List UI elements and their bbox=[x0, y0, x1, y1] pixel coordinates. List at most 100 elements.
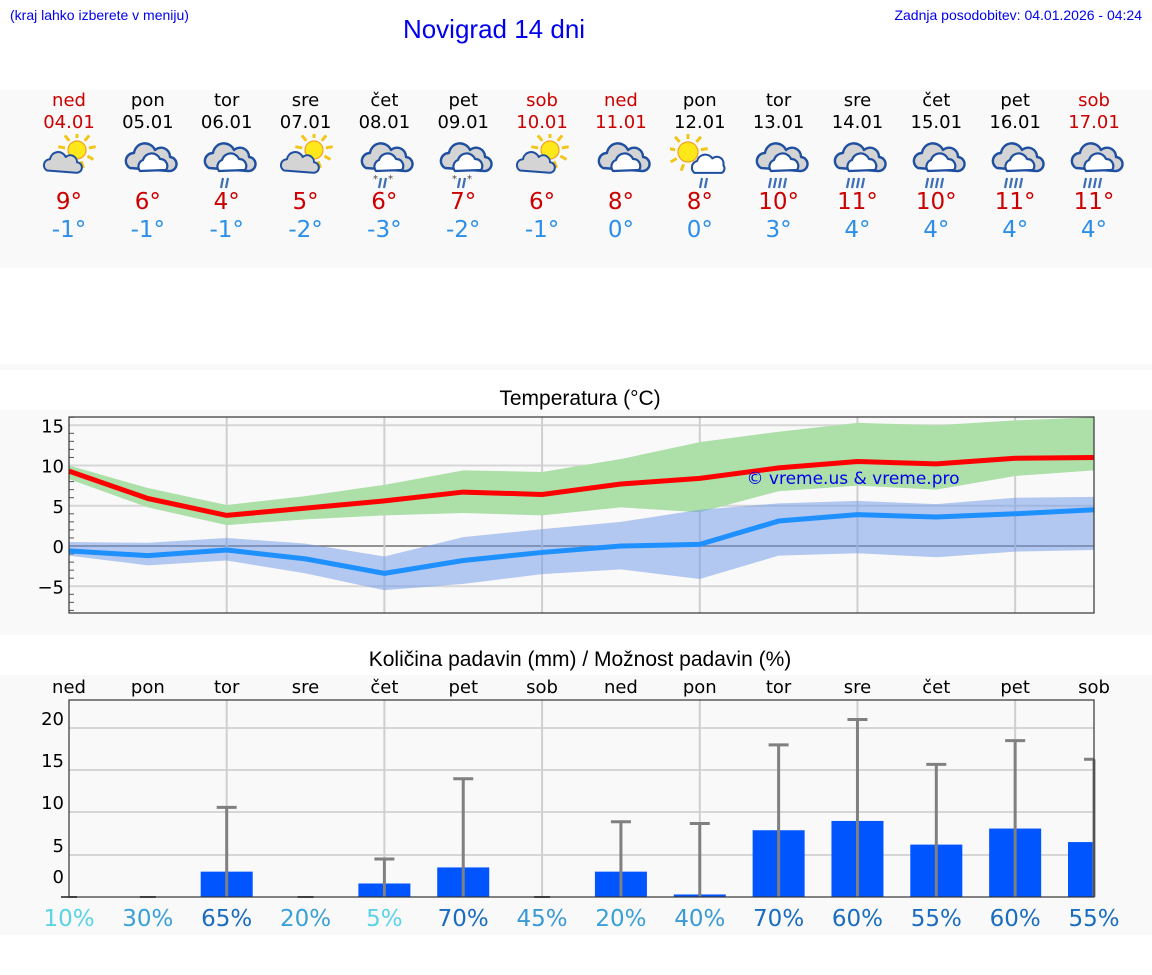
day-date: 05.01 bbox=[122, 112, 174, 133]
day-column: sre 07.01 5° -2° bbox=[266, 90, 345, 244]
cloudy-icon bbox=[118, 134, 178, 190]
precipitation-chart-title: Količina padavin (mm) / Možnost padavin … bbox=[368, 648, 792, 671]
min-temperature: -1° bbox=[209, 217, 244, 243]
min-temperature: 4° bbox=[1002, 217, 1029, 243]
day-column: ned 04.01 9° -1° bbox=[30, 90, 109, 244]
max-temperature: 4° bbox=[213, 189, 240, 215]
day-of-week: tor bbox=[213, 90, 240, 111]
day-date: 10.01 bbox=[516, 112, 568, 133]
temperature-chart-title: Temperatura (°C) bbox=[499, 387, 661, 410]
max-temperature: 8° bbox=[686, 189, 713, 215]
y-tick-label: 15 bbox=[41, 416, 64, 437]
day-label: tor bbox=[214, 677, 240, 698]
y-tick-label: 15 bbox=[41, 751, 64, 772]
divider bbox=[0, 364, 1152, 370]
day-of-week: čet bbox=[370, 90, 399, 111]
day-column: tor 13.01 10° 3° bbox=[739, 90, 818, 244]
svg-text:*: * bbox=[452, 174, 457, 185]
max-temperature-line bbox=[68, 454, 1095, 518]
day-date: 04.01 bbox=[43, 112, 95, 133]
min-temperature: -1° bbox=[524, 217, 560, 243]
y-tick-label: 5 bbox=[53, 836, 64, 857]
max-temperature: 11° bbox=[1073, 189, 1115, 215]
precip-probability: 70% bbox=[438, 906, 489, 932]
min-temperature: -3° bbox=[367, 217, 402, 243]
max-temp-range-band bbox=[69, 417, 1094, 526]
day-column: sre 14.01 11° 4° bbox=[818, 90, 897, 244]
day-column: čet 08.01 * * 6° -3° bbox=[345, 90, 424, 244]
precip-probability: 70% bbox=[753, 906, 804, 932]
y-tick-label: 0 bbox=[53, 867, 64, 888]
day-column: sob 17.01 11° 4° bbox=[1055, 90, 1134, 244]
cloudy-rain-icon bbox=[906, 134, 966, 190]
sun-cloud-light-rain-icon bbox=[667, 132, 730, 190]
precip-probability: 65% bbox=[201, 906, 252, 932]
min-temperature: 4° bbox=[1080, 217, 1108, 243]
day-label: tor bbox=[766, 677, 792, 698]
y-tick-label: 0 bbox=[53, 537, 64, 558]
svg-text:*: * bbox=[388, 174, 393, 185]
cloudy-rain-icon bbox=[1064, 134, 1124, 190]
day-of-week: sob bbox=[1078, 90, 1110, 111]
location-menu-hint: (kraj lahko izberete v meniju) bbox=[10, 7, 189, 23]
max-temperature: 11° bbox=[837, 189, 878, 215]
page-title: Novigrad 14 dni bbox=[402, 14, 586, 44]
cloudy-rain-icon bbox=[985, 134, 1045, 190]
min-temperature-line bbox=[68, 507, 1095, 576]
precip-probability: 10% bbox=[43, 906, 94, 932]
y-tick-label: −5 bbox=[37, 577, 64, 598]
cloudy-sleet-icon: * * bbox=[354, 134, 415, 190]
cloudy-rain-icon bbox=[827, 134, 888, 190]
day-of-week: pet bbox=[448, 90, 478, 111]
day-of-week: pon bbox=[130, 90, 165, 111]
max-temperature: 6° bbox=[134, 189, 161, 215]
day-label: pet bbox=[448, 677, 478, 698]
day-label: ned bbox=[52, 677, 86, 698]
precip-probability: 30% bbox=[122, 906, 173, 932]
partly-cloudy-sun-icon bbox=[512, 131, 572, 190]
min-temperature: -1° bbox=[51, 217, 87, 243]
min-temperature: -1° bbox=[130, 217, 166, 243]
day-column: pon 05.01 6° -1° bbox=[108, 90, 187, 244]
max-temperature: 5° bbox=[292, 189, 319, 215]
max-temperature: 9° bbox=[55, 189, 83, 215]
precip-bar bbox=[1068, 842, 1094, 897]
day-label: sob bbox=[526, 677, 558, 698]
min-temperature: -2° bbox=[446, 217, 481, 243]
max-temperature: 6° bbox=[371, 189, 398, 215]
partly-cloudy-sun-icon bbox=[276, 131, 336, 190]
min-temp-range-band bbox=[69, 496, 1094, 591]
day-column: pet 16.01 11° 4° bbox=[976, 90, 1055, 244]
day-date: 09.01 bbox=[437, 112, 489, 133]
day-date: 15.01 bbox=[910, 112, 963, 133]
precip-probability: 60% bbox=[990, 906, 1041, 932]
day-date: 07.01 bbox=[279, 112, 332, 133]
day-column: čet 15.01 10° 4° bbox=[897, 90, 976, 244]
y-tick-label: 20 bbox=[41, 709, 64, 730]
day-date: 11.01 bbox=[595, 112, 647, 133]
spacer bbox=[0, 268, 1152, 364]
min-temperature: 3° bbox=[765, 217, 792, 243]
day-of-week: pon bbox=[682, 90, 717, 111]
y-tick-label: 10 bbox=[41, 793, 64, 814]
precip-probability: 55% bbox=[911, 906, 962, 932]
day-date: 06.01 bbox=[200, 112, 253, 133]
svg-text:*: * bbox=[373, 174, 378, 185]
svg-text:*: * bbox=[467, 174, 472, 185]
min-temperature: 0° bbox=[607, 217, 634, 243]
day-of-week: čet bbox=[922, 90, 951, 111]
max-temperature: 8° bbox=[607, 189, 634, 215]
day-of-week: ned bbox=[52, 90, 86, 111]
precip-probability: 5% bbox=[366, 906, 403, 932]
max-temperature: 7° bbox=[450, 189, 477, 215]
y-tick-label: 5 bbox=[53, 497, 64, 518]
max-temperature: 6° bbox=[528, 189, 556, 215]
day-date: 14.01 bbox=[831, 112, 884, 133]
min-temperature: 4° bbox=[923, 217, 950, 243]
precip-probability: 20% bbox=[280, 906, 331, 932]
day-date: 16.01 bbox=[989, 112, 1041, 133]
precip-probability: 60% bbox=[832, 906, 883, 932]
precip-probability: 55% bbox=[1068, 906, 1119, 932]
cloudy-light-rain-icon bbox=[197, 134, 257, 190]
